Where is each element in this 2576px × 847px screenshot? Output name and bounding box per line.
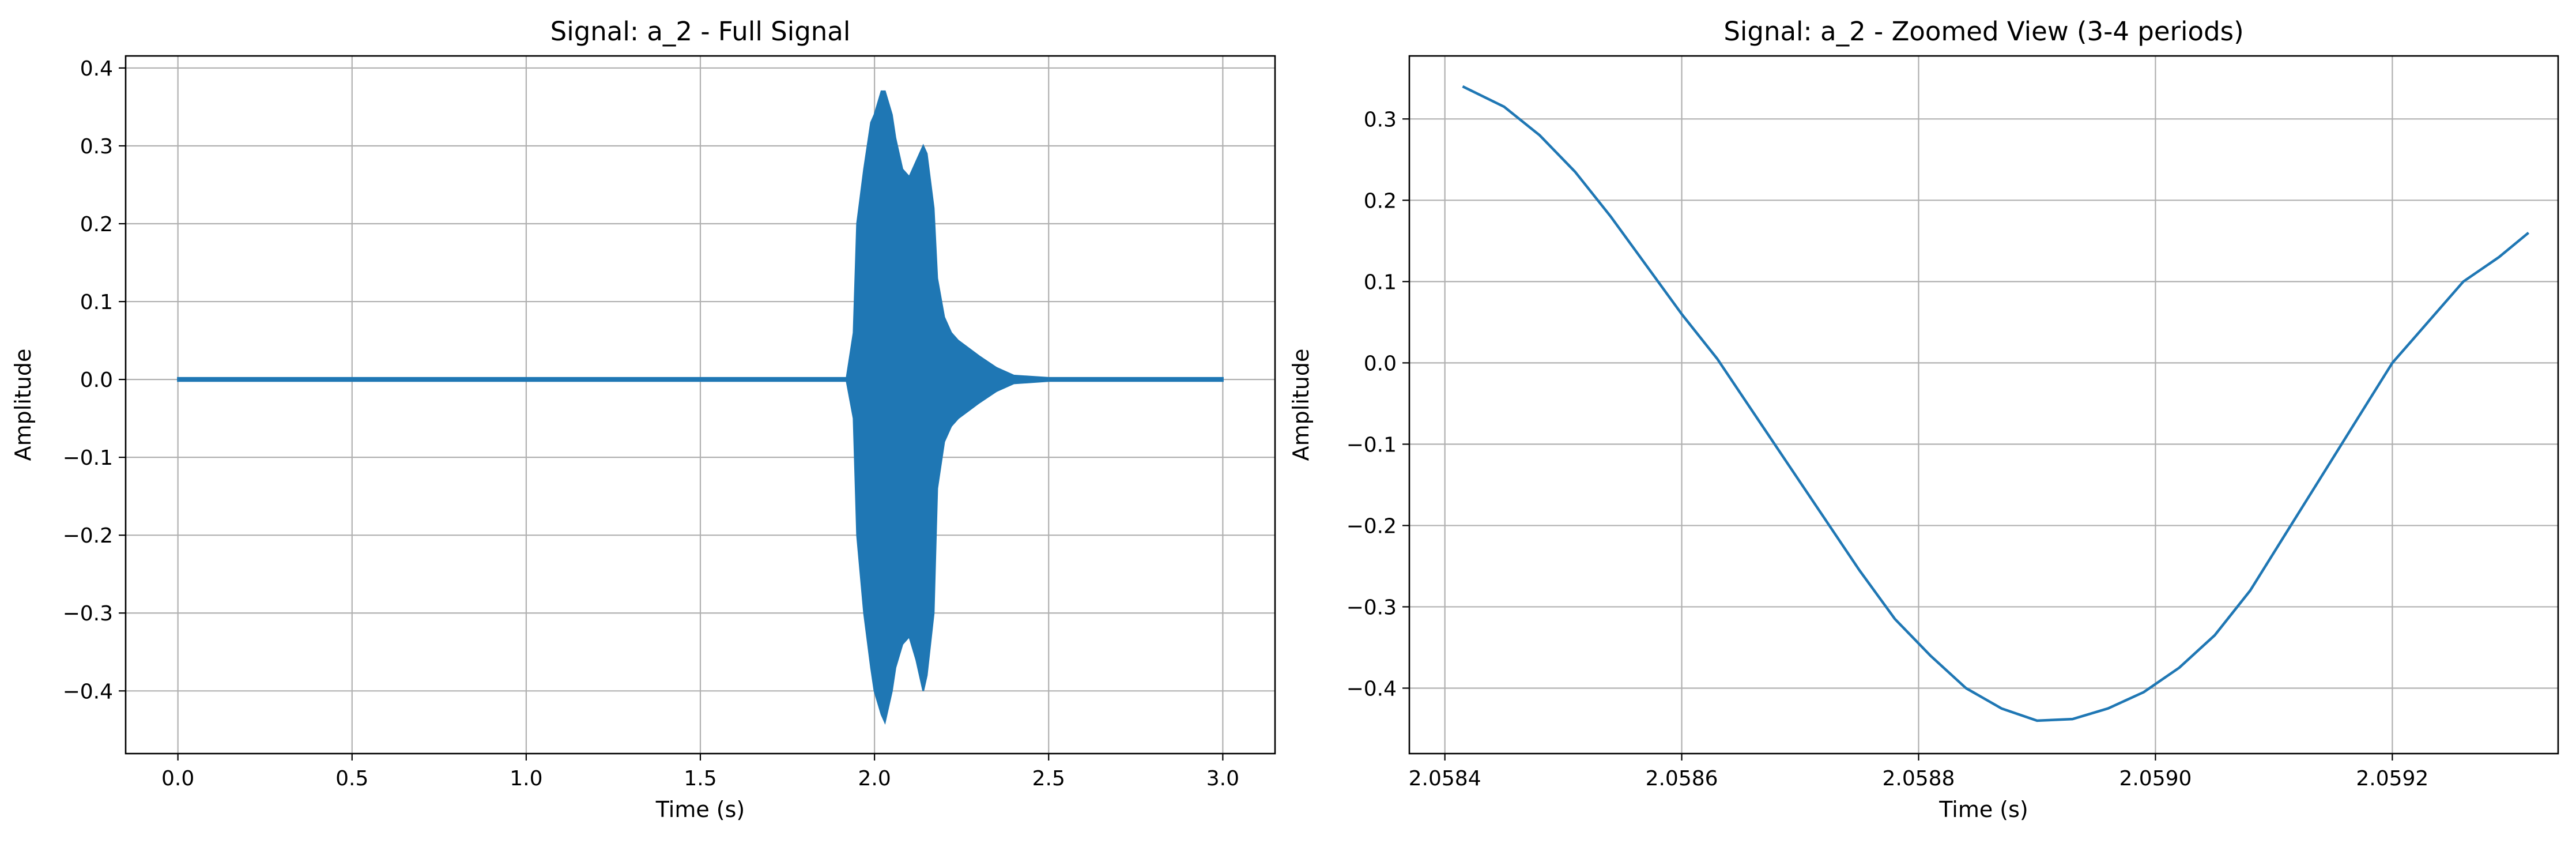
y-tick-label: −0.3 — [63, 602, 113, 626]
chart-title: Signal: a_2 - Full Signal — [550, 16, 851, 47]
x-tick-label: 1.0 — [510, 767, 542, 790]
x-tick-label: 0.5 — [335, 767, 368, 790]
y-tick-label: −0.4 — [1347, 677, 1397, 701]
y-tick-label: −0.3 — [1347, 596, 1397, 619]
y-tick-label: −0.1 — [63, 446, 113, 470]
x-tick-label: 2.0590 — [2119, 767, 2192, 790]
y-tick-label: 0.2 — [1364, 189, 1397, 213]
y-tick-label: −0.2 — [63, 524, 113, 548]
x-tick-label: 2.0586 — [1646, 767, 1718, 790]
axes-frame — [1408, 55, 2559, 755]
y-tick-label: −0.4 — [63, 680, 113, 703]
y-tick-label: 0.3 — [1364, 108, 1397, 131]
axes-full-signal: 0.0 0.5 1.0 1.5 2.0 2.5 3.0 −0.4 −0.3 −0.2 −0.1 0.0… — [10, 16, 1276, 822]
y-axis-label: Amplitude — [10, 349, 36, 461]
y-tick-label: 0.3 — [80, 135, 113, 159]
x-tick-label: 2.0588 — [1883, 767, 1955, 790]
x-tick-label: 3.0 — [1206, 767, 1239, 790]
x-tick-label: 2.0584 — [1409, 767, 1481, 790]
y-tick-label: −0.1 — [1347, 433, 1397, 457]
y-tick-label: 0.2 — [80, 213, 113, 236]
y-tick-label: 0.1 — [80, 291, 113, 314]
y-axis-label: Amplitude — [1288, 349, 1314, 461]
signal-waveform — [177, 90, 1224, 725]
signal-line — [1462, 85, 2530, 722]
x-axis-label: Time (s) — [1938, 797, 2028, 822]
x-tick-label: 1.5 — [684, 767, 716, 790]
x-tick-label: 0.0 — [161, 767, 194, 790]
axes-zoomed-view: 2.0584 2.0586 2.0588 2.0590 2.0592 −0.4 −0.3 −0… — [1288, 16, 2559, 822]
x-tick-label: 2.0 — [858, 767, 891, 790]
y-tick-label: 0.0 — [1364, 352, 1397, 375]
y-tick-label: 0.0 — [80, 368, 113, 392]
y-tick-label: −0.2 — [1347, 514, 1397, 538]
y-tick-label: 0.1 — [1364, 270, 1397, 294]
y-tick-label: 0.4 — [80, 57, 113, 81]
x-tick-label: 2.5 — [1032, 767, 1065, 790]
x-axis-label: Time (s) — [655, 797, 745, 822]
chart-title: Signal: a_2 - Zoomed View (3-4 periods) — [1723, 16, 2243, 47]
x-tick-label: 2.0592 — [2356, 767, 2428, 790]
